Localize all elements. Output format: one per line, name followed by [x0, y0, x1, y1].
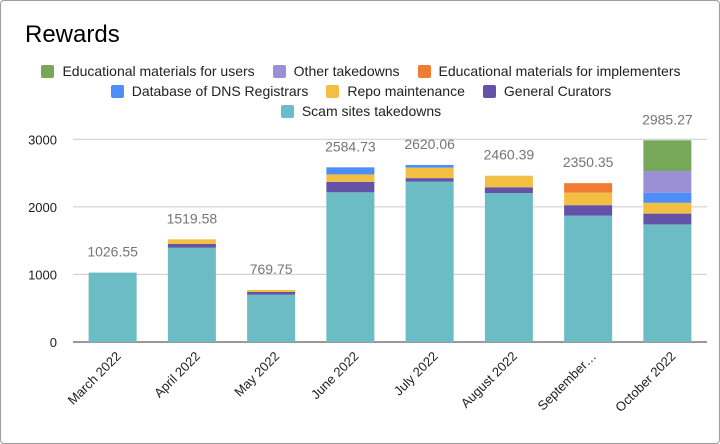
legend-row: Scam sites takedowns: [15, 101, 707, 121]
legend-row: Database of DNS Registrars Repo maintenan…: [15, 81, 707, 101]
legend-swatch: [272, 64, 286, 78]
bar-segment: [88, 272, 137, 342]
bar-segment: [564, 215, 613, 342]
legend-item[interactable]: Other takedowns: [272, 63, 400, 79]
y-tick-label: 1000: [28, 267, 57, 282]
data-label: 2985.27: [642, 111, 693, 127]
bar-segment: [167, 239, 216, 245]
bar-segment: [167, 244, 216, 248]
data-label: 2620.06: [404, 136, 455, 152]
bar-segment: [405, 181, 454, 342]
data-label: 2584.73: [325, 138, 376, 154]
legend-item[interactable]: Database of DNS Registrars: [110, 83, 309, 99]
x-tick-label: April 2022: [151, 349, 203, 401]
data-label: 1519.58: [167, 210, 218, 226]
bar-segment: [247, 289, 296, 292]
x-tick-label: July 2022: [391, 349, 441, 399]
chart-legend: Educational materials for users Other tak…: [15, 61, 707, 121]
bar-segment: [564, 192, 613, 206]
legend-item[interactable]: Scam sites takedowns: [280, 103, 442, 119]
bar-segment: [405, 167, 454, 179]
data-label: 769.75: [250, 261, 293, 277]
bar-segment: [326, 192, 375, 342]
data-label: 1026.55: [87, 244, 138, 260]
bar-segment: [643, 213, 692, 225]
legend-label: Educational materials for users: [62, 63, 255, 79]
data-label: 2460.39: [484, 147, 535, 163]
legend-label: Repo maintenance: [347, 83, 465, 99]
x-tick-label: May 2022: [231, 349, 282, 400]
legend-row: Educational materials for users Other tak…: [15, 61, 707, 81]
legend-swatch: [417, 64, 431, 78]
legend-label: General Curators: [503, 83, 612, 99]
legend-swatch: [110, 84, 124, 98]
bar-segment: [564, 183, 613, 193]
bar-segment: [247, 294, 296, 342]
legend-label: Scam sites takedowns: [301, 103, 442, 119]
legend-item[interactable]: Educational materials for users: [41, 63, 255, 79]
legend-label: Educational materials for implementers: [438, 63, 681, 79]
bar-segment: [167, 247, 216, 342]
bar-segment: [484, 175, 533, 188]
bar-segment: [326, 181, 375, 193]
bar-segment: [643, 224, 692, 342]
data-label: 2350.35: [563, 154, 614, 170]
legend-label: Database of DNS Registrars: [131, 83, 309, 99]
y-tick-label: 2000: [28, 200, 57, 215]
bar-segment: [564, 205, 613, 216]
bar-segment: [643, 202, 692, 214]
x-tick-label: March 2022: [65, 349, 124, 408]
x-tick-label: August 2022: [458, 349, 520, 411]
legend-item[interactable]: Educational materials for implementers: [417, 63, 681, 79]
bar-segment: [405, 164, 454, 168]
x-tick-label: October 2022: [612, 349, 678, 415]
bar-segment: [643, 192, 692, 203]
bar-segment: [247, 291, 296, 295]
chart-title: Rewards: [25, 21, 120, 48]
bar-segment: [405, 178, 454, 182]
bar-segment: [484, 192, 533, 342]
bar-segment: [484, 187, 533, 193]
bar-segment: [643, 140, 692, 172]
y-tick-label: 3000: [28, 132, 57, 147]
legend-swatch: [482, 84, 496, 98]
legend-swatch: [41, 64, 55, 78]
bar-segment: [326, 174, 375, 182]
legend-label: Other takedowns: [293, 63, 400, 79]
legend-item[interactable]: Repo maintenance: [326, 83, 465, 99]
bar-segment: [326, 167, 375, 175]
x-tick-label: September…: [534, 349, 599, 414]
legend-swatch: [280, 104, 294, 118]
y-tick-label: 0: [50, 335, 57, 350]
legend-item[interactable]: General Curators: [482, 83, 612, 99]
legend-swatch: [326, 84, 340, 98]
x-tick-label: June 2022: [308, 349, 362, 403]
bar-segment: [643, 171, 692, 193]
